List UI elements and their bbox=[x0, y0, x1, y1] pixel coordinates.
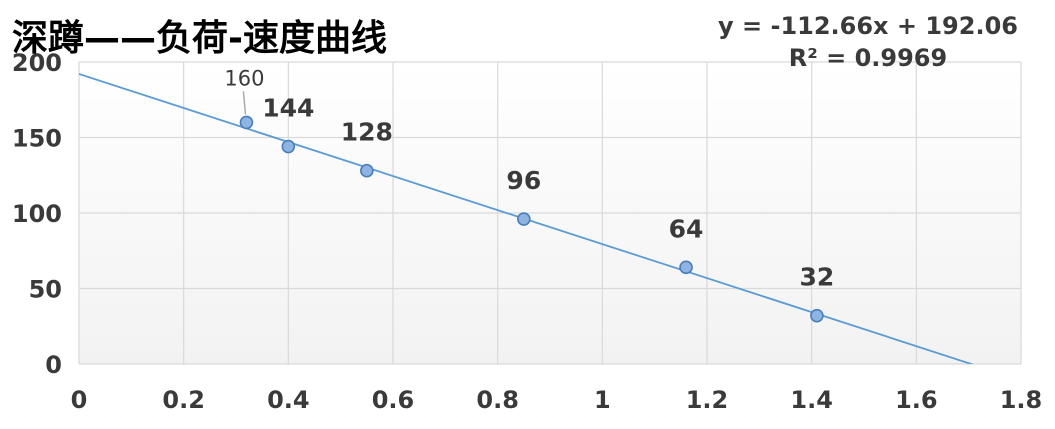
y-axis-ticks: 0 50 100 150 200 bbox=[12, 49, 62, 379]
x-tick-label-4: 0.8 bbox=[476, 386, 519, 414]
leader-lines bbox=[242, 91, 247, 115]
x-tick-label-2: 0.4 bbox=[267, 386, 310, 414]
data-point-3 bbox=[517, 212, 531, 226]
x-tick-label-7: 1.4 bbox=[790, 386, 833, 414]
data-label-4: 64 bbox=[669, 214, 704, 243]
y-tick-label-4: 200 bbox=[12, 49, 62, 77]
data-point-0 bbox=[239, 115, 254, 130]
y-tick-label-2: 100 bbox=[12, 200, 62, 228]
trendline-equation: y = -112.66x + 192.06 bbox=[718, 12, 1018, 40]
data-point-4 bbox=[679, 260, 693, 275]
x-tick-label-8: 1.6 bbox=[895, 386, 938, 414]
data-label-2: 128 bbox=[341, 118, 393, 147]
x-tick-label-0: 0 bbox=[71, 386, 88, 414]
data-points bbox=[239, 115, 824, 323]
x-tick-label-9: 1.8 bbox=[1000, 386, 1043, 414]
leader-line-0 bbox=[242, 91, 247, 115]
x-tick-label-5: 1 bbox=[594, 386, 611, 414]
x-tick-label-3: 0.6 bbox=[372, 386, 415, 414]
data-point-2 bbox=[360, 163, 374, 178]
chart-title: 深蹲——负荷-速度曲线 bbox=[12, 18, 387, 59]
data-label-0: 160 bbox=[224, 66, 264, 90]
data-point-1 bbox=[281, 139, 296, 154]
trendline-group bbox=[79, 73, 975, 364]
gridlines bbox=[78, 61, 1022, 365]
x-tick-label-6: 1.2 bbox=[686, 386, 729, 414]
y-tick-label-0: 0 bbox=[45, 351, 62, 379]
data-label-5: 32 bbox=[800, 263, 835, 292]
y-tick-label-1: 50 bbox=[29, 276, 62, 304]
data-point-5 bbox=[810, 308, 824, 323]
x-tick-label-1: 0.2 bbox=[162, 386, 205, 414]
data-labels: 160 144 128 96 64 32 bbox=[224, 66, 834, 291]
trendline bbox=[79, 73, 975, 364]
y-tick-label-3: 150 bbox=[12, 125, 62, 153]
data-label-3: 96 bbox=[506, 166, 541, 195]
data-label-1: 144 bbox=[262, 94, 314, 123]
trendline-r-squared: R² = 0.9969 bbox=[789, 44, 947, 72]
x-axis-ticks: 0 0.2 0.4 0.6 0.8 1 1.2 1.4 1.6 1.8 bbox=[71, 386, 1043, 414]
